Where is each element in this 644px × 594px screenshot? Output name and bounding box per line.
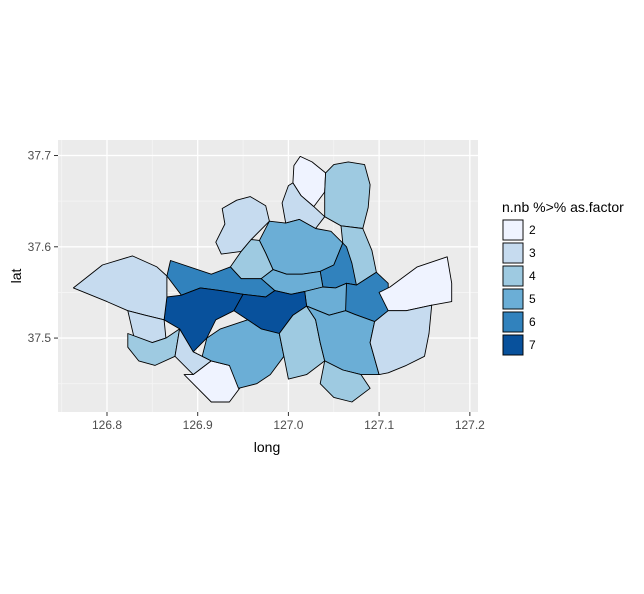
legend-label: 6 [529, 315, 536, 329]
x-tick-label: 127.2 [455, 418, 485, 432]
legend-label: 3 [529, 246, 536, 260]
x-tick-label: 127.1 [364, 418, 394, 432]
y-axis-title: lat [8, 269, 24, 284]
legend-swatch [502, 311, 524, 333]
legend-swatch [502, 242, 524, 264]
district-regions [72, 155, 453, 403]
x-tick-label: 127.0 [273, 418, 303, 432]
y-tick-label: 37.7 [28, 149, 52, 163]
legend-keys: 2 3 4 5 6 7 [502, 219, 536, 356]
district-level-3 [215, 196, 270, 255]
district-level-4 [324, 161, 371, 229]
legend-label: 5 [529, 292, 536, 306]
legend-swatch [502, 334, 524, 356]
legend-swatch [502, 219, 524, 241]
legend-label: 7 [529, 338, 536, 352]
legend-label: 2 [529, 223, 536, 237]
y-tick-label: 37.6 [28, 240, 52, 254]
district-level-3 [369, 304, 433, 376]
legend-swatch [502, 288, 524, 310]
legend-swatch [502, 265, 524, 287]
x-tick-label: 126.9 [183, 418, 213, 432]
legend: n.nb %>% as.factor 2 3 4 5 6 7 [502, 199, 624, 356]
y-axis-ticks: 37.5 37.6 37.7 [28, 149, 58, 345]
legend-label: 4 [529, 269, 536, 283]
x-tick-label: 126.8 [92, 418, 122, 432]
x-axis-ticks: 126.8 126.9 127.0 127.1 127.2 [92, 412, 485, 432]
district-level-4 [319, 360, 371, 403]
district-level-3 [72, 255, 168, 321]
y-tick-label: 37.5 [28, 331, 52, 345]
legend-title: n.nb %>% as.factor [502, 199, 624, 215]
x-axis-title: long [254, 439, 280, 455]
